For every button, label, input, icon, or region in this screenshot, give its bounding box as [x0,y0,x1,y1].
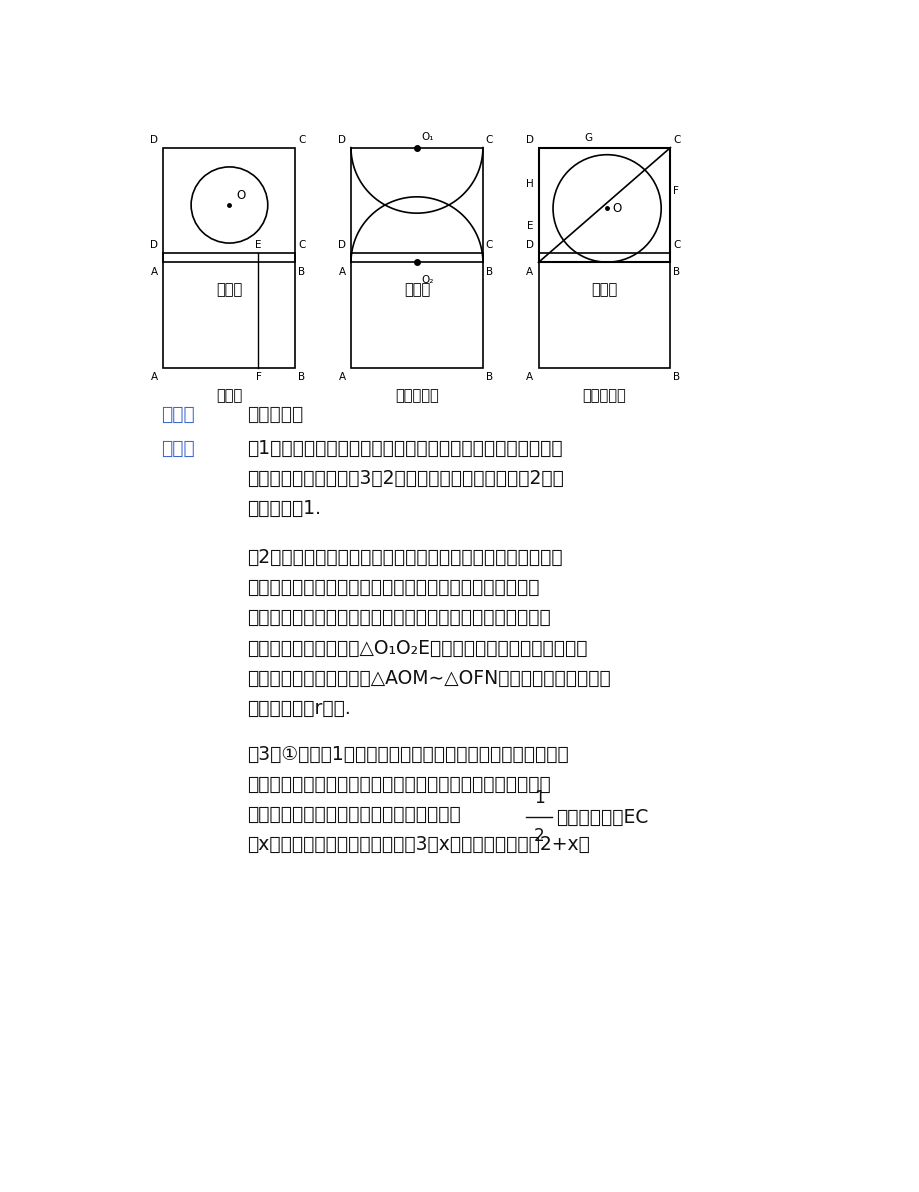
Text: 方案备用图: 方案备用图 [582,389,626,403]
Text: C: C [298,241,305,250]
Text: A: A [338,267,346,277]
Text: E: E [255,241,261,250]
Text: O: O [236,190,245,203]
Text: B: B [298,267,305,277]
Text: C: C [485,135,493,145]
Text: 方案一: 方案一 [216,283,243,298]
Text: 整理方程，方案三可利用△AOM∼△OFN后对应边成比例整理方: 整理方程，方案三可利用△AOM∼△OFN后对应边成比例整理方 [246,669,610,688]
Text: D: D [525,241,533,250]
Text: 方案四: 方案四 [216,389,243,403]
Text: 分析：: 分析： [161,439,195,458]
Text: C: C [485,241,493,250]
Text: B: B [673,267,680,277]
Text: 目．一般都先设出所求边长，而后利用关系代入表示其他相关: 目．一般都先设出所求边长，而后利用关系代入表示其他相关 [246,608,550,627]
Text: G: G [584,134,592,143]
Text: 1: 1 [533,789,544,807]
Bar [351,253,482,368]
Text: 半径最大为1.: 半径最大为1. [246,499,321,519]
Text: O₂: O₂ [421,275,433,285]
Text: 边，由已知长宽分别为3，2，那么直接取圆直径最大为2，则: 边，由已知长宽分别为3，2，那么直接取圆直径最大为2，则 [246,468,563,488]
Text: 程，进而可求r的値.: 程，进而可求r的値. [246,699,350,718]
Text: D: D [337,241,346,250]
Text: C: C [673,241,680,250]
Text: 方案备用图: 方案备用图 [394,389,438,403]
Text: A: A [338,372,346,383]
Text: B: B [485,267,493,277]
Text: D: D [151,135,158,145]
Text: O: O [612,201,621,215]
Text: A: A [152,267,158,277]
Bar [538,253,670,368]
Text: D: D [151,241,158,250]
Text: （2）方案二、方案三中求圆的半径是常规的利用勾股定理或三: （2）方案二、方案三中求圆的半径是常规的利用勾股定理或三 [246,547,562,566]
Text: 角形相似中对应边长成比例等性质解直角三角形求边长的题: 角形相似中对应边长成比例等性质解直角三角形求边长的题 [246,578,539,597]
Text: 圆的综合题: 圆的综合题 [246,404,303,423]
Text: B: B [298,372,305,383]
Text: 2: 2 [533,827,544,845]
Text: A: A [526,372,533,383]
Text: C: C [298,135,305,145]
Text: H: H [526,179,533,190]
Text: 方案三: 方案三 [591,283,617,298]
Text: 为x，则新拼图形水平方向跨度为3－x，竖直方向跨度为2+x，: 为x，则新拼图形水平方向跨度为3－x，竖直方向跨度为2+x， [246,836,589,855]
Bar [164,148,295,262]
Bar [164,253,295,368]
Text: A: A [526,267,533,277]
Text: B: B [673,372,680,383]
Bar [351,148,482,262]
Text: （3）①类似（1）截圆的直径需不超过长方形长、宽中最短的: （3）①类似（1）截圆的直径需不超过长方形长、宽中最短的 [246,745,568,764]
Text: 考点：: 考点： [161,404,195,423]
Text: 过横纵向方向跨度．则选择最小跨度，取其: 过横纵向方向跨度．则选择最小跨度，取其 [246,805,460,824]
Bar [538,148,670,262]
Text: C: C [673,135,680,145]
Text: D: D [525,135,533,145]
Text: 边长，方案二中可利用△O₁O₂E为直角三角形，则满足劾股定理: 边长，方案二中可利用△O₁O₂E为直角三角形，则满足劾股定理 [246,639,586,658]
Text: A: A [152,372,158,383]
Text: B: B [485,372,493,383]
Text: F: F [255,372,261,383]
Text: E: E [527,221,533,230]
Text: （1）观察图易知，截圆的直径需不超过长方形长、宽中最短的: （1）观察图易知，截圆的直径需不超过长方形长、宽中最短的 [246,439,562,458]
Text: 即为半径．由EC: 即为半径．由EC [556,807,648,826]
Text: O₁: O₁ [421,132,433,142]
Text: F: F [673,186,678,197]
Text: D: D [337,135,346,145]
Text: 方案二: 方案二 [403,283,429,298]
Text: 边，虽然方案四中新拼的图象不一定为矩形，但直径也不得超: 边，虽然方案四中新拼的图象不一定为矩形，但直径也不得超 [246,775,550,794]
